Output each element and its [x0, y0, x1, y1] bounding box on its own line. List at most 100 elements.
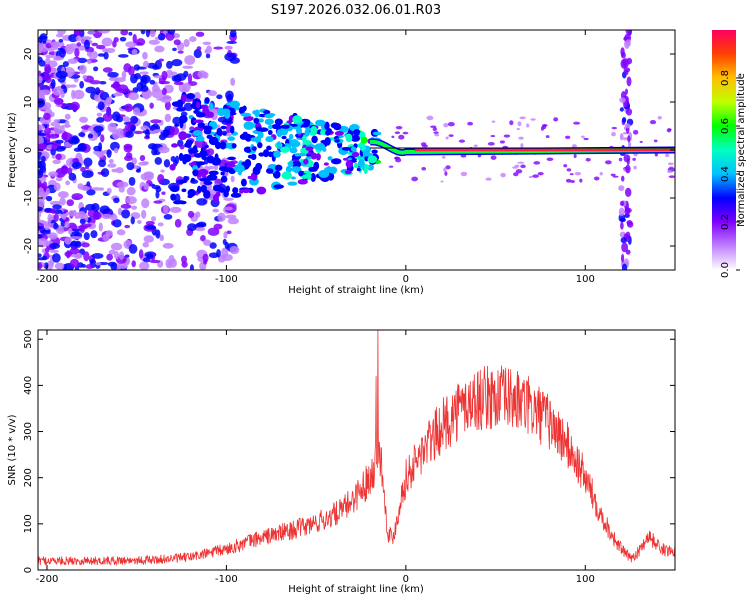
spectrogram-cell [426, 115, 434, 121]
spectrogram-cell [327, 156, 333, 161]
spectrogram-cell [305, 146, 314, 152]
spectrogram-cell [206, 174, 218, 181]
spectrogram-cell [290, 176, 296, 180]
spectrogram-cell [162, 204, 169, 214]
spectrogram-cell [467, 121, 474, 126]
spectrogram-cell [69, 84, 77, 88]
spectrogram-cell [234, 164, 245, 173]
spectrogram-cell [128, 92, 140, 101]
spectrogram-cell [310, 152, 318, 160]
spectrogram-cell [208, 170, 219, 176]
spectrogram-cell [126, 187, 136, 196]
spectrogram-cell [159, 234, 164, 242]
spectrogram-cell [107, 71, 119, 78]
spectrogram-cell [123, 145, 133, 153]
spectrogram-cell [149, 79, 156, 85]
spectrogram-cell [132, 107, 141, 116]
spectrogram-cell [192, 130, 203, 137]
spectrogram-cell [251, 146, 257, 151]
spectrogram-cell [130, 216, 135, 225]
tone-line-mid [369, 139, 675, 155]
spectrogram-cell [97, 101, 105, 111]
spectrogram-cell [331, 158, 342, 165]
spectrogram-cell [49, 200, 62, 206]
spectrogram-cell [228, 111, 237, 116]
spectrogram-cell [363, 166, 368, 174]
spectrogram-cell [441, 155, 446, 159]
spectrogram-cell [667, 162, 674, 166]
spectrogram-cell [625, 39, 631, 47]
spectrogram-cell [353, 162, 359, 169]
spectrogram-cell [250, 137, 260, 142]
spectrogram-cell [91, 252, 104, 259]
spectrogram-cell [183, 175, 188, 181]
spectrogram-cell [268, 151, 273, 158]
spectrogram-cell [143, 235, 154, 243]
spectrogram-cell [95, 87, 101, 96]
spectrogram-cell [247, 154, 254, 159]
spectrogram-cell [205, 53, 211, 59]
spectrogram-cell [360, 136, 368, 144]
spectrogram-cell [546, 157, 554, 161]
spectrogram-cell [227, 217, 239, 225]
spectrogram-cell [110, 83, 121, 88]
spectrogram-cell [473, 144, 478, 147]
colorbar-tick-label: 0.2 [720, 214, 731, 230]
spectrogram-cell [161, 191, 166, 195]
spectrogram-cell [87, 30, 96, 35]
x-tick-label: 100 [576, 574, 595, 585]
snr-axes: -200 -100 0 100 0 100 200 300 400 500 [23, 330, 675, 585]
spectrogram-cell [367, 155, 378, 164]
spectrogram-cell [52, 86, 63, 96]
spectrogram-cell [183, 102, 193, 112]
spectrogram-cell [131, 48, 138, 55]
spectrogram-cell [43, 112, 51, 120]
spectrogram-cell [621, 263, 628, 270]
spectrogram-cell [430, 125, 437, 128]
spectrogram-cell [176, 99, 184, 108]
y-tick-label: 200 [23, 468, 34, 487]
spectrogram-cell [38, 225, 44, 230]
spectrogram-cell [288, 133, 294, 140]
spectrogram-cell [121, 70, 127, 80]
spectrogram-cell [78, 210, 86, 220]
spectrogram-cell [253, 117, 260, 124]
spectrogram-cell [76, 42, 82, 47]
spectrogram-cell [176, 107, 186, 112]
spectrogram-cell [214, 141, 222, 150]
spectrogram-cell [62, 61, 70, 67]
spectrogram-cell [87, 133, 94, 139]
spectrogram-cell [53, 119, 61, 123]
spectrogram-cell [618, 207, 625, 217]
spectrogram-cell [47, 213, 53, 223]
spectrogram-cell [371, 149, 378, 154]
spectrogram-cell [516, 127, 520, 131]
spectrogram-cell [69, 101, 80, 111]
spectrogram-cell [99, 187, 105, 191]
spectrogram-cell [333, 123, 342, 131]
spectrogram-cell [281, 135, 287, 140]
spectrogram-cell [189, 36, 197, 43]
spectrogram-cell [116, 181, 129, 188]
spectrogram-cell [514, 164, 520, 168]
spectrogram-cell [50, 208, 56, 214]
spectrogram-cell [324, 121, 330, 130]
spectrogram-cell [160, 169, 165, 173]
spectrogram-cell [98, 30, 111, 34]
spectrogram-cell [394, 156, 401, 160]
snr-series-line [38, 330, 675, 567]
spectrogram-cell [274, 118, 283, 126]
spectrogram-cell [125, 41, 137, 48]
spectrogram-cell [98, 222, 103, 232]
spectrogram-cell [159, 94, 172, 104]
spectrogram-cell [95, 262, 102, 266]
spectrogram-cell [181, 94, 187, 102]
spectrogram-cell [96, 151, 105, 158]
spectrogram-cell [77, 183, 84, 190]
spectrogram-cell [220, 125, 227, 130]
spectrogram-cell [573, 154, 577, 159]
spectrogram-cell [81, 242, 90, 248]
spectrogram-cell [619, 97, 626, 103]
spectrogram-cell [100, 168, 110, 177]
spectrogram-cell [324, 166, 332, 173]
